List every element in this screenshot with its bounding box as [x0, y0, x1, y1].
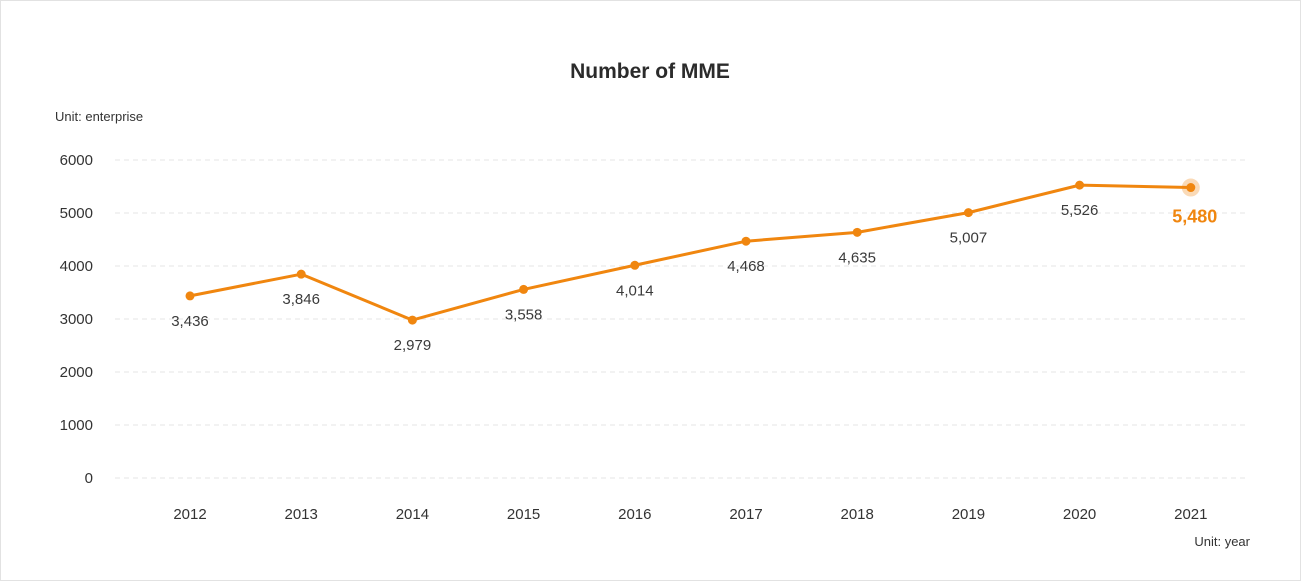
- series-line: [189, 183, 1191, 322]
- data-point: [185, 291, 195, 301]
- data-label: 3,558: [505, 306, 543, 323]
- data-point: [852, 227, 862, 237]
- y-tick-label: 6000: [60, 152, 93, 169]
- x-unit-label: Unit: year: [1194, 534, 1250, 549]
- x-tick-label: 2012: [173, 506, 206, 523]
- data-label: 5,526: [1061, 202, 1099, 219]
- data-label: 3,846: [282, 291, 320, 308]
- data-point: [407, 315, 417, 325]
- data-point: [630, 260, 640, 270]
- data-point: [296, 269, 306, 279]
- data-point: [1075, 180, 1085, 190]
- series-layer: [185, 178, 1200, 325]
- x-tick-label: 2020: [1063, 506, 1096, 523]
- y-axis-ticks: 0 1000 2000 3000 4000 5000 6000: [60, 152, 93, 487]
- data-point: [1186, 183, 1196, 193]
- data-point: [741, 236, 751, 246]
- x-tick-label: 2017: [729, 506, 762, 523]
- data-label-highlight: 5,480: [1172, 207, 1217, 227]
- data-label: 5,007: [950, 230, 988, 247]
- data-labels: 3,436 3,846 2,979 3,558 4,014 4,468 4,635 5,007…: [171, 202, 1217, 354]
- x-axis-ticks: 2012 2013 2014 2015 2016 2017 2018 2019 2020 2021: [173, 506, 1207, 523]
- data-label: 4,635: [838, 249, 876, 266]
- x-tick-label: 2014: [396, 506, 429, 523]
- y-tick-label: 0: [85, 470, 93, 487]
- y-tick-label: 4000: [60, 258, 93, 275]
- x-tick-label: 2016: [618, 506, 651, 523]
- data-point: [519, 284, 529, 294]
- data-label: 4,468: [727, 258, 765, 275]
- chart-title: Number of MME: [570, 60, 730, 83]
- y-tick-label: 2000: [60, 364, 93, 381]
- data-label: 4,014: [616, 282, 654, 299]
- y-unit-label: Unit: enterprise: [55, 109, 143, 124]
- x-tick-label: 2019: [952, 506, 985, 523]
- y-tick-label: 3000: [60, 311, 93, 328]
- y-tick-label: 1000: [60, 417, 93, 434]
- y-tick-label: 5000: [60, 205, 93, 222]
- x-tick-label: 2013: [285, 506, 318, 523]
- x-tick-label: 2015: [507, 506, 540, 523]
- data-label: 3,436: [171, 313, 209, 330]
- data-point: [963, 208, 973, 218]
- data-label: 2,979: [394, 337, 432, 354]
- x-tick-label: 2021: [1174, 506, 1207, 523]
- x-tick-label: 2018: [841, 506, 874, 523]
